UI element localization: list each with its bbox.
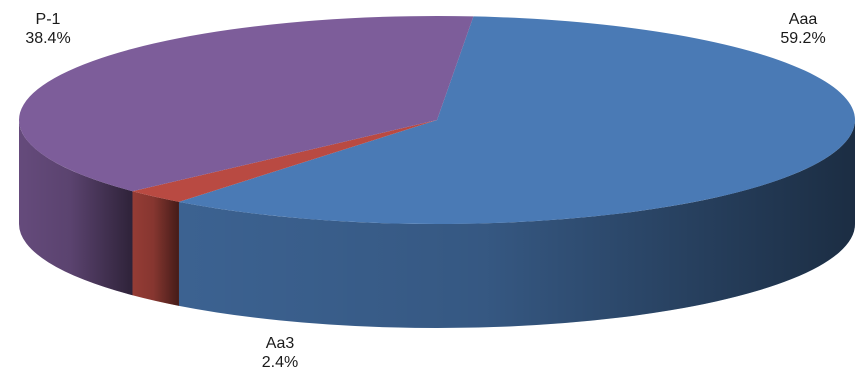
slice-label-aaa: Aaa 59.2% <box>748 10 858 48</box>
pie-side-shading-p1 <box>19 120 133 296</box>
slice-label-aa3: Aa3 2.4% <box>230 334 330 372</box>
slice-name-p1: P-1 <box>35 11 61 28</box>
slice-name-aa3: Aa3 <box>265 335 295 352</box>
slice-label-p1: P-1 38.4% <box>0 10 96 48</box>
pie-slice-p1 <box>18 15 474 192</box>
slice-percent-p1: 38.4% <box>25 30 71 47</box>
pie-side-shading-aaa <box>178 120 855 329</box>
pie-slice-aaa <box>178 16 855 224</box>
slice-percent-aa3: 2.4% <box>261 354 299 371</box>
pie-sides <box>19 120 855 329</box>
pie-side-shading-aa3 <box>132 191 179 306</box>
pie-slice-aa3 <box>132 120 437 202</box>
slice-percent-aaa: 59.2% <box>780 30 826 47</box>
slice-name-aaa: Aaa <box>788 11 818 28</box>
pie-tops <box>18 15 855 224</box>
